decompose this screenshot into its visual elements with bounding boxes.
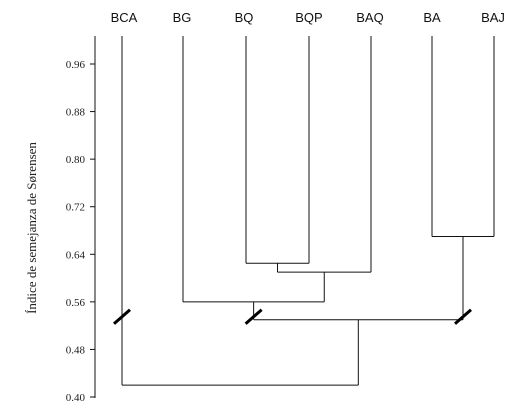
leaf-label-bq: BQ: [235, 10, 254, 25]
leaf-label-ba: BA: [423, 10, 441, 25]
leaf-labels: BCA BG BQ BQP BAQ BA BAJ: [111, 10, 505, 25]
y-tick-label: 0.88: [66, 107, 86, 119]
leaf-label-baq: BAQ: [356, 10, 383, 25]
y-tick-label: 0.72: [66, 202, 85, 214]
axis-break-mark: [113, 308, 131, 325]
y-tick-label: 0.48: [66, 344, 86, 356]
axis-break-mark: [454, 308, 472, 325]
y-tick-label: 0.64: [66, 249, 86, 261]
leaf-label-bqp: BQP: [295, 10, 322, 25]
y-tick-label: 0.80: [66, 154, 86, 166]
dendrogram-tree: [121, 36, 495, 386]
leaf-label-bg: BG: [173, 10, 192, 25]
axis-breaks: [113, 308, 472, 325]
y-tick-label: 0.40: [66, 392, 86, 404]
y-tick-label: 0.56: [66, 297, 86, 309]
y-tick-label: 0.96: [66, 59, 86, 71]
y-axis: 0.96 0.88 0.80 0.72 0.64 0.56 0.48 0.40: [66, 36, 96, 404]
y-axis-label: Índice de semejanza de Sørensen: [24, 142, 39, 314]
leaf-label-baj: BAJ: [481, 10, 505, 25]
leaf-label-bca: BCA: [111, 10, 138, 25]
axis-break-mark: [244, 308, 263, 325]
